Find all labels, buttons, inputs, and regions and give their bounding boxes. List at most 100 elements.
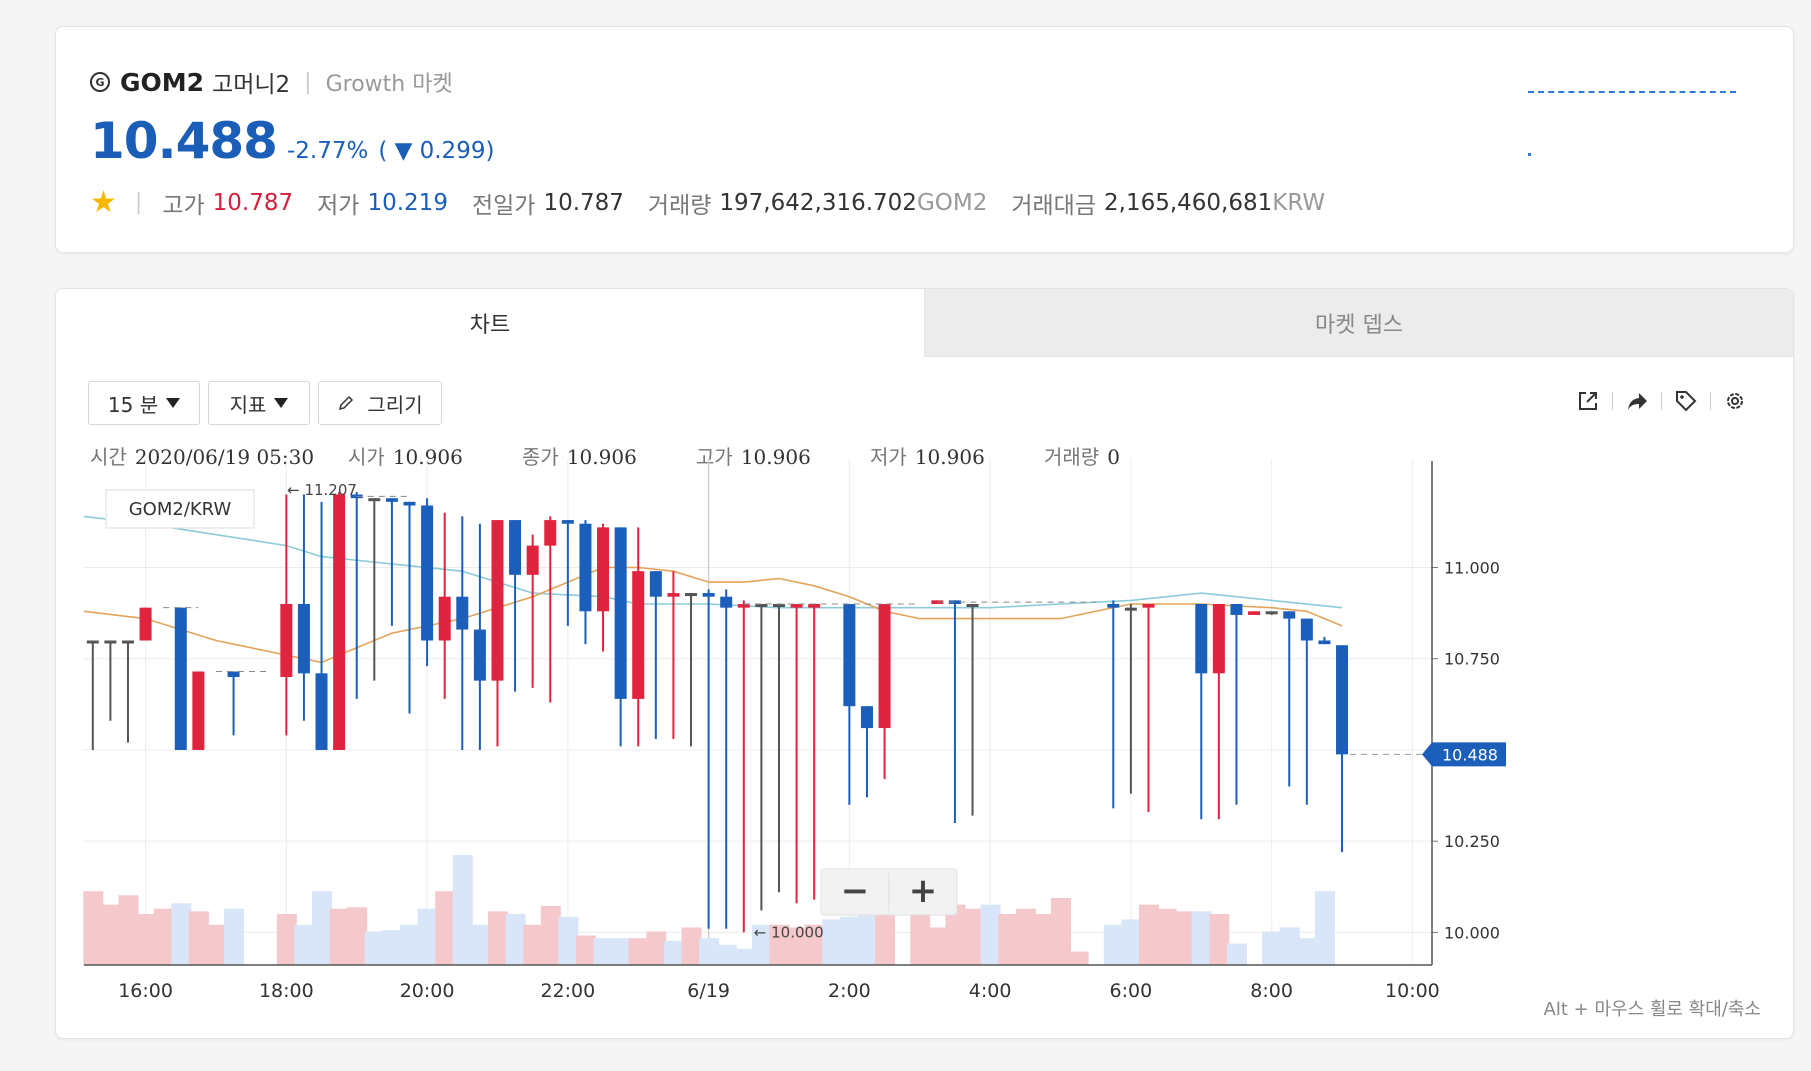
candle-body [790, 604, 803, 608]
icon-separator [1612, 392, 1613, 410]
share-arrow-icon[interactable] [1621, 385, 1653, 417]
volume-value: 197,642,316.702 [719, 189, 917, 216]
change-amount: ( ▼ 0.299) [378, 138, 495, 164]
candle-body [1283, 611, 1296, 619]
chart-tool-icons [1572, 385, 1751, 417]
volume-bar [347, 907, 368, 965]
candle-body [878, 604, 891, 729]
volume-bar [716, 944, 737, 965]
tag-icon[interactable] [1670, 385, 1702, 417]
volume-bar [100, 904, 121, 965]
candle-body [544, 520, 557, 546]
zoom-hint: Alt + 마우스 휠로 확대/축소 [1543, 999, 1761, 1020]
candle-body [1124, 607, 1137, 611]
candle-body [385, 498, 398, 502]
volume-bar [364, 931, 385, 965]
x-tick-label: 16:00 [118, 980, 173, 1002]
volume-bar [1279, 927, 1300, 965]
gear-icon[interactable] [1719, 385, 1751, 417]
chart-card: 차트 마켓 뎁스 15 분 지표 그리기 시간 2020/06/19 05: [55, 288, 1794, 1039]
high-value: 10.787 [212, 189, 294, 216]
volume-bar [1103, 924, 1124, 965]
market-name: Growth 마켓 [325, 72, 453, 97]
info-time-label: 시간 [90, 445, 127, 469]
candle-body [421, 505, 434, 641]
volume-bar [312, 891, 333, 965]
x-tick-label: 22:00 [540, 980, 595, 1002]
dropdown-caret-icon [166, 398, 181, 408]
volume-bar [435, 891, 456, 965]
zoom-in-button[interactable]: + [909, 871, 938, 911]
favorite-star-icon[interactable]: ★ [90, 185, 117, 220]
low-label: 저가 [317, 192, 360, 219]
info-close-value: 10.906 [566, 445, 637, 469]
volume-bar [558, 916, 579, 965]
volume-bar [1033, 914, 1054, 965]
external-link-icon[interactable] [1572, 385, 1604, 417]
candle-body [1265, 611, 1278, 615]
title-separator: | [304, 69, 312, 95]
candle-body [297, 604, 310, 674]
candle-body [86, 640, 99, 644]
candlestick-chart[interactable]: 11.00010.75010.50010.25010.00016:0018:00… [56, 289, 1793, 1038]
volume-bar [1156, 908, 1177, 965]
title-row: G GOM2 고머니2 | Growth 마켓 [90, 65, 453, 99]
volume-bar [945, 904, 966, 965]
volume-bar [329, 908, 350, 965]
dropdown-caret-icon [274, 398, 289, 408]
interval-dropdown[interactable]: 15 분 [88, 381, 200, 425]
volume-bar [1121, 919, 1142, 965]
candle-body [491, 520, 504, 681]
volume-bar [1297, 938, 1318, 965]
candle-body [1142, 604, 1155, 608]
last-price-tag [1422, 742, 1506, 767]
trade-amount-label: 거래대금 [1011, 192, 1096, 219]
candle-body [174, 607, 187, 750]
info-low-value: 10.906 [914, 445, 985, 469]
volume-bar [1068, 951, 1089, 965]
coin-korean-name: 고머니2 [212, 72, 291, 98]
tab-market-depth[interactable]: 마켓 뎁스 [924, 289, 1793, 357]
candle-body [526, 545, 539, 575]
volume-bar [857, 914, 878, 965]
tab-chart[interactable]: 차트 [56, 289, 924, 357]
volume-bar [1226, 943, 1247, 965]
volume-bar [875, 911, 896, 965]
pencil-icon [337, 394, 355, 412]
volume-bar [1174, 911, 1195, 965]
y-tick-label: 11.000 [1444, 559, 1500, 578]
y-tick-label: 10.000 [1444, 923, 1500, 942]
volume-bar [1314, 891, 1335, 965]
candle-body [1212, 604, 1225, 674]
volume-bar [998, 914, 1019, 965]
volume-bar [294, 924, 315, 965]
volume-bar [910, 911, 931, 965]
candle-body [561, 520, 574, 524]
volume-bar [136, 914, 157, 965]
volume-bar [470, 924, 491, 965]
mini-sparkline [1528, 91, 1736, 93]
volume-bar [1138, 904, 1159, 965]
candle-body [227, 671, 240, 677]
draw-button[interactable]: 그리기 [318, 381, 442, 425]
trade-amount-unit: KRW [1272, 189, 1326, 216]
candle-body [121, 640, 134, 644]
volume-bar [523, 924, 544, 965]
volume-bar [1191, 911, 1212, 965]
volume-bar [963, 908, 984, 965]
candle-body [1336, 645, 1349, 755]
volume-bar [118, 895, 139, 965]
zoom-controls: − + [820, 868, 958, 916]
candle-body [315, 673, 328, 750]
candle-body [966, 604, 979, 608]
market-summary-card: G GOM2 고머니2 | Growth 마켓 10.488 -2.77% ( … [55, 26, 1794, 253]
candle-body [685, 593, 698, 597]
x-tick-label: 18:00 [259, 980, 314, 1002]
mini-sparkline-dot [1528, 153, 1531, 156]
y-tick-label: 10.750 [1444, 650, 1500, 669]
volume-bar [83, 891, 104, 965]
prev-close-value: 10.787 [543, 189, 624, 216]
indicator-dropdown[interactable]: 지표 [208, 381, 310, 425]
volume-bar [276, 914, 297, 965]
zoom-out-button[interactable]: − [841, 871, 870, 911]
